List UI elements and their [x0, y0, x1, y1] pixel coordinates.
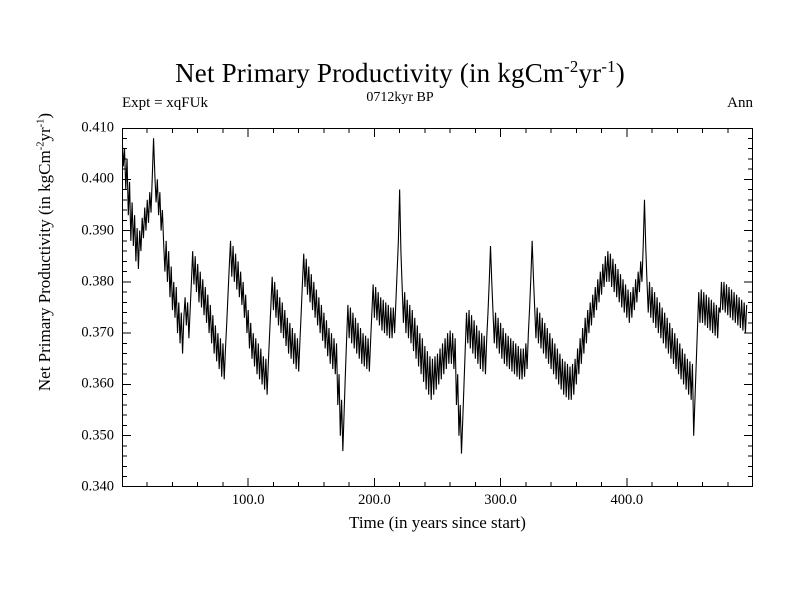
y-axis-title-exponent-1: -2 — [35, 141, 47, 151]
chart-title-exponent-2: -1 — [601, 57, 616, 76]
y-axis-tick-labels: 0.410 0.400 0.390 0.380 0.370 0.360 0.350 0.340 — [50, 120, 114, 495]
y-axis-tick-label: 0.360 — [81, 375, 114, 392]
x-axis-tick-label: 300.0 — [484, 492, 517, 508]
x-axis-title: Time (in years since start) — [349, 513, 526, 532]
chart-title-main: Net Primary Productivity (in kgCm — [175, 58, 565, 88]
x-axis-tick-label: 100.0 — [231, 492, 265, 508]
chart-title: Net Primary Productivity (in kgCm-2yr-1) — [0, 58, 800, 89]
y-axis-tick-label: 0.400 — [81, 170, 114, 187]
y-axis-tick-label: 0.390 — [81, 222, 114, 239]
chart-title-mid: yr — [578, 58, 602, 88]
y-axis-tick-label: 0.350 — [81, 427, 114, 444]
period-annotation: 0712kyr BP — [366, 90, 434, 105]
y-axis-tick-label: 0.370 — [81, 324, 114, 341]
chart-title-end: ) — [615, 58, 625, 88]
chart-title-exponent-1: -2 — [564, 57, 579, 76]
plot-area — [122, 128, 753, 487]
experiment-annotation: Expt = xqFUk — [122, 95, 208, 111]
y-axis-tick-label: 0.340 — [81, 478, 114, 495]
data-series-line — [122, 128, 753, 487]
averaging-annotation: Ann — [727, 95, 753, 111]
y-axis-title-end: ) — [35, 112, 54, 119]
x-axis-tick-label: 200.0 — [358, 492, 391, 508]
x-axis-tick-labels: 100.0 200.0 300.0 400.0 — [122, 492, 753, 516]
x-axis-tick-label: 400.0 — [610, 492, 644, 508]
y-axis-tick-label: 0.380 — [81, 273, 114, 290]
y-axis-title-exponent-2: -1 — [35, 118, 47, 128]
y-axis-tick-label: 0.410 — [81, 119, 114, 136]
